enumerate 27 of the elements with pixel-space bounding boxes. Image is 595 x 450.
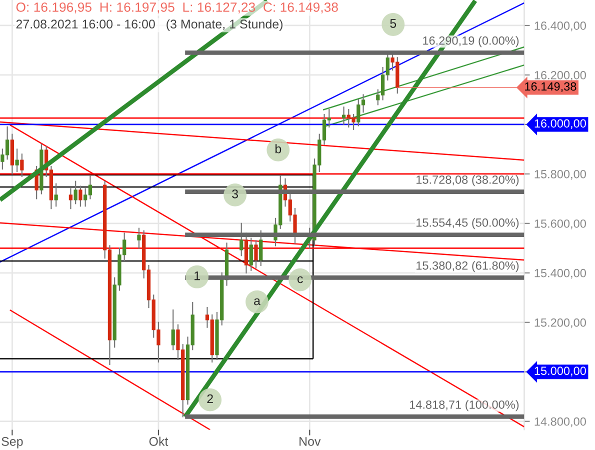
ref-line-label: 15.000,00	[534, 366, 586, 376]
annotation: c	[298, 276, 303, 284]
y-tick-label: 15.600,00	[534, 219, 586, 230]
x-tick-label: Nov	[300, 437, 321, 446]
annotation: a	[254, 298, 260, 306]
x-tick-label: Okt	[149, 436, 168, 446]
ref-line-label: 16.000,00	[534, 119, 586, 130]
y-tick-label: 16.200,00	[534, 71, 586, 81]
y-tick-label: 15.800,00	[534, 170, 586, 180]
y-tick-label: 15.400,00	[534, 268, 586, 279]
annotation: 3	[232, 189, 238, 198]
annotation: b	[275, 144, 282, 154]
annotation: 5	[390, 19, 396, 28]
annotation: 15.554,45 (50.00%)	[416, 218, 519, 230]
annotation: 16.149,38	[525, 82, 576, 92]
y-tick-label: 14.800,00	[534, 417, 586, 428]
annotation: 15.728,08 (38.20%)	[416, 175, 519, 186]
annotation: 2	[207, 394, 213, 404]
text: 27.08.2021 16:00 - 16:00 (3 Monate, 1 Stunde)	[16, 19, 283, 31]
annotation: 15.380,82 (61.80%)	[416, 261, 519, 272]
y-tick-label: 16.400,00	[534, 22, 586, 32]
annotation: 16.290,19 (0.00%)	[423, 36, 519, 48]
annotation: 1	[194, 271, 200, 280]
y-tick-label: 15.200,00	[534, 318, 586, 328]
x-tick-label: Sep	[2, 437, 23, 448]
annotation: 14.818,71 (100.00%)	[410, 400, 519, 412]
chart-title: O: 16.196,95 H: 16.197,95 L: 16.127,23 C: 16.149,38	[16, 2, 338, 14]
